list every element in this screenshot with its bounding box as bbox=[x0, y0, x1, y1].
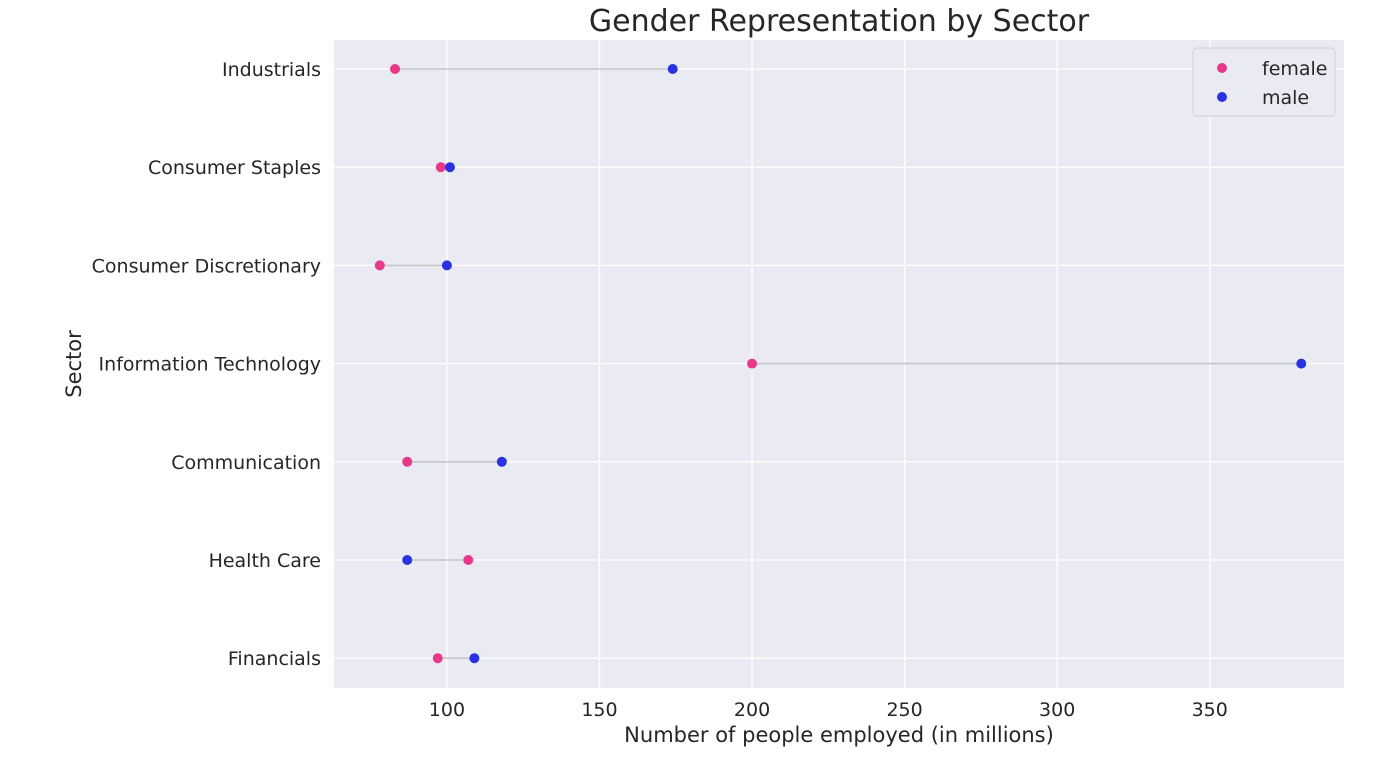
legend-box bbox=[1192, 47, 1336, 117]
point-layer bbox=[374, 64, 1307, 664]
data-point-female bbox=[390, 64, 401, 74]
data-point-male bbox=[441, 260, 452, 271]
x-tick-label: 150 bbox=[581, 699, 617, 721]
data-point-male bbox=[667, 64, 678, 74]
x-axis-label: Number of people employed (in millions) bbox=[624, 723, 1054, 747]
data-point-female bbox=[374, 260, 385, 271]
data-point-male bbox=[469, 653, 480, 664]
legend-label-female: female bbox=[1262, 58, 1328, 80]
y-tick-label: Financials bbox=[228, 648, 321, 670]
legend-marker-female bbox=[1217, 63, 1227, 73]
x-tick-labels: 100 150 200 250 300 350 bbox=[429, 699, 1228, 721]
legend-marker-male bbox=[1217, 92, 1227, 102]
x-tick-label: 300 bbox=[1039, 699, 1075, 721]
data-point-male bbox=[402, 555, 413, 565]
data-point-female bbox=[402, 456, 413, 467]
legend: female male bbox=[1192, 47, 1336, 117]
y-tick-label: Consumer Staples bbox=[148, 157, 321, 179]
x-tick-label: 200 bbox=[734, 699, 770, 721]
x-tick-label: 100 bbox=[429, 699, 465, 721]
y-tick-label: Health Care bbox=[209, 550, 321, 572]
x-tick-label: 350 bbox=[1192, 699, 1228, 721]
data-point-female bbox=[747, 358, 758, 369]
data-point-female bbox=[463, 555, 474, 565]
y-tick-label: Information Technology bbox=[99, 354, 321, 376]
connector-layer bbox=[379, 68, 1302, 660]
y-tick-label: Consumer Discretionary bbox=[92, 255, 321, 277]
data-point-female bbox=[435, 162, 446, 173]
y-tick-label: Communication bbox=[171, 452, 321, 474]
data-point-female bbox=[432, 653, 443, 664]
x-tick-label: 250 bbox=[886, 699, 922, 721]
data-point-male bbox=[496, 456, 507, 467]
chart-title: Gender Representation by Sector bbox=[589, 4, 1090, 39]
data-point-male bbox=[444, 162, 455, 173]
y-axis-label: Sector bbox=[62, 330, 86, 398]
legend-label-male: male bbox=[1262, 87, 1309, 109]
data-point-male bbox=[1296, 358, 1307, 369]
y-tick-label: Industrials bbox=[222, 59, 321, 81]
y-tick-labels: Industrials Consumer Staples Consumer Disc… bbox=[92, 59, 321, 670]
